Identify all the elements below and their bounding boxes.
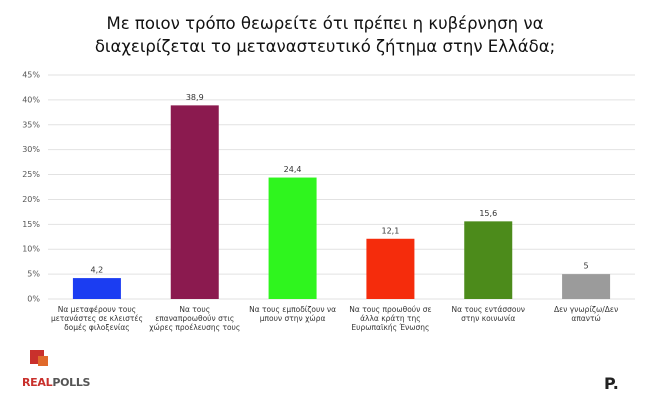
value-label: 15,6 [479, 209, 497, 218]
x-tick-label: Να τους επαναπροωθούν στις χώρες προέλευ… [149, 305, 241, 332]
value-label: 38,9 [186, 93, 204, 102]
value-label: 5 [584, 262, 589, 271]
value-label: 24,4 [284, 165, 302, 174]
y-tick-label: 30% [22, 145, 40, 154]
bar [562, 274, 611, 299]
x-tick-label: Να μεταφέρουν τους μετανάστες σε κλειστέ… [50, 305, 143, 332]
y-tick-label: 45% [22, 71, 40, 80]
y-tick-label: 20% [22, 195, 40, 204]
brand-mark: P. [604, 374, 619, 393]
y-tick-label: 35% [22, 120, 40, 129]
logo-icon [38, 356, 48, 366]
bar [170, 105, 219, 299]
chart-title: Με ποιον τρόπο θεωρείτε ότι πρέπει η κυβ… [94, 14, 556, 56]
x-tick-label: Να τους εμποδίζουν να μπουν στην χώρα [249, 305, 337, 323]
y-tick-label: 0% [27, 295, 40, 304]
y-tick-label: 40% [22, 95, 40, 104]
logo-text: POLLS [52, 376, 91, 389]
y-tick-label: 10% [22, 245, 40, 254]
bar [268, 177, 317, 299]
bar [464, 221, 513, 299]
y-tick-label: 15% [22, 220, 40, 229]
bar [366, 238, 415, 299]
x-tick-label: Δεν γνωρίζω/Δεν απαντώ [553, 305, 619, 323]
value-label: 12,1 [382, 226, 400, 235]
logo: REALPOLLS [22, 376, 90, 389]
x-tick-label: Να τους προωθούν σε άλλα κράτη της Ευρωπ… [349, 305, 432, 332]
y-tick-label: 5% [27, 270, 40, 279]
logo-text: REAL [22, 376, 53, 389]
x-tick-label: Να τους εντάσσουν στην κοινωνία [451, 305, 526, 323]
bar [72, 278, 121, 299]
y-tick-label: 25% [22, 170, 40, 179]
value-label: 4,2 [91, 266, 104, 275]
